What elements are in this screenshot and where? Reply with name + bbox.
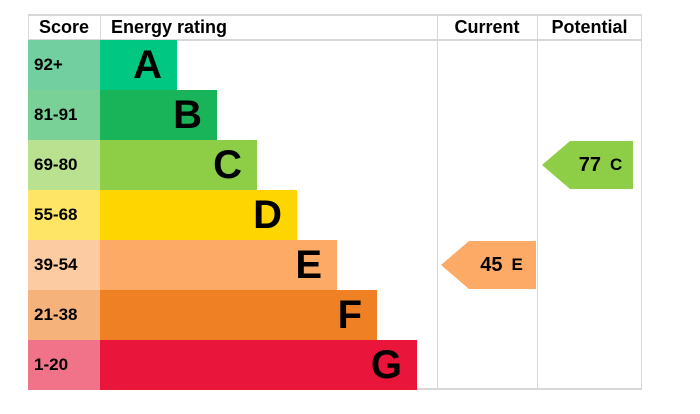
band-row-A: 92+ A: [28, 40, 642, 90]
current-column-header: Current: [454, 16, 520, 37]
band-row-E: 39-54 E: [28, 240, 642, 290]
current-rating-band: E: [511, 255, 523, 274]
band-bar-E: E: [100, 240, 337, 290]
band-bar-C: C: [100, 140, 257, 190]
band-row-B: 81-91 B: [28, 90, 642, 140]
header-bottom-border: [28, 39, 642, 41]
band-score-range: 1-20: [28, 340, 100, 390]
potential-column-divider: [537, 14, 538, 390]
score-column-divider: [100, 14, 101, 40]
band-score-range: 39-54: [28, 240, 100, 290]
energy-band-rows: 92+ A 81-91 B 69-80 C 55-68 D 39-54 E 21-38 F 1-20 G: [28, 40, 642, 390]
band-score-range: 55-68: [28, 190, 100, 240]
energy-rating-header: Energy rating: [111, 16, 228, 37]
band-row-D: 55-68 D: [28, 190, 642, 240]
potential-rating-value: 77: [578, 153, 601, 176]
score-column-header: Score: [38, 16, 90, 37]
band-row-F: 21-38 F: [28, 290, 642, 340]
band-score-range: 21-38: [28, 290, 100, 340]
band-bar-F: F: [100, 290, 377, 340]
potential-rating-band: C: [609, 155, 623, 174]
table-top-border: [28, 14, 642, 16]
band-score-range: 92+: [28, 40, 100, 90]
current-column-divider: [437, 14, 438, 390]
header-left-border: [28, 14, 29, 40]
band-bar-B: B: [100, 90, 217, 140]
current-rating-value: 45: [480, 253, 503, 276]
table-right-border: [641, 14, 642, 390]
band-score-range: 81-91: [28, 90, 100, 140]
band-bar-A: A: [100, 40, 177, 90]
band-score-range: 69-80: [28, 140, 100, 190]
band-bar-G: G: [100, 340, 417, 390]
potential-rating-arrow: 77 C: [542, 141, 633, 189]
band-bar-D: D: [100, 190, 297, 240]
band-row-C: 69-80 C: [28, 140, 642, 190]
band-row-G: 1-20 G: [28, 340, 642, 390]
potential-column-header: Potential: [551, 16, 628, 37]
